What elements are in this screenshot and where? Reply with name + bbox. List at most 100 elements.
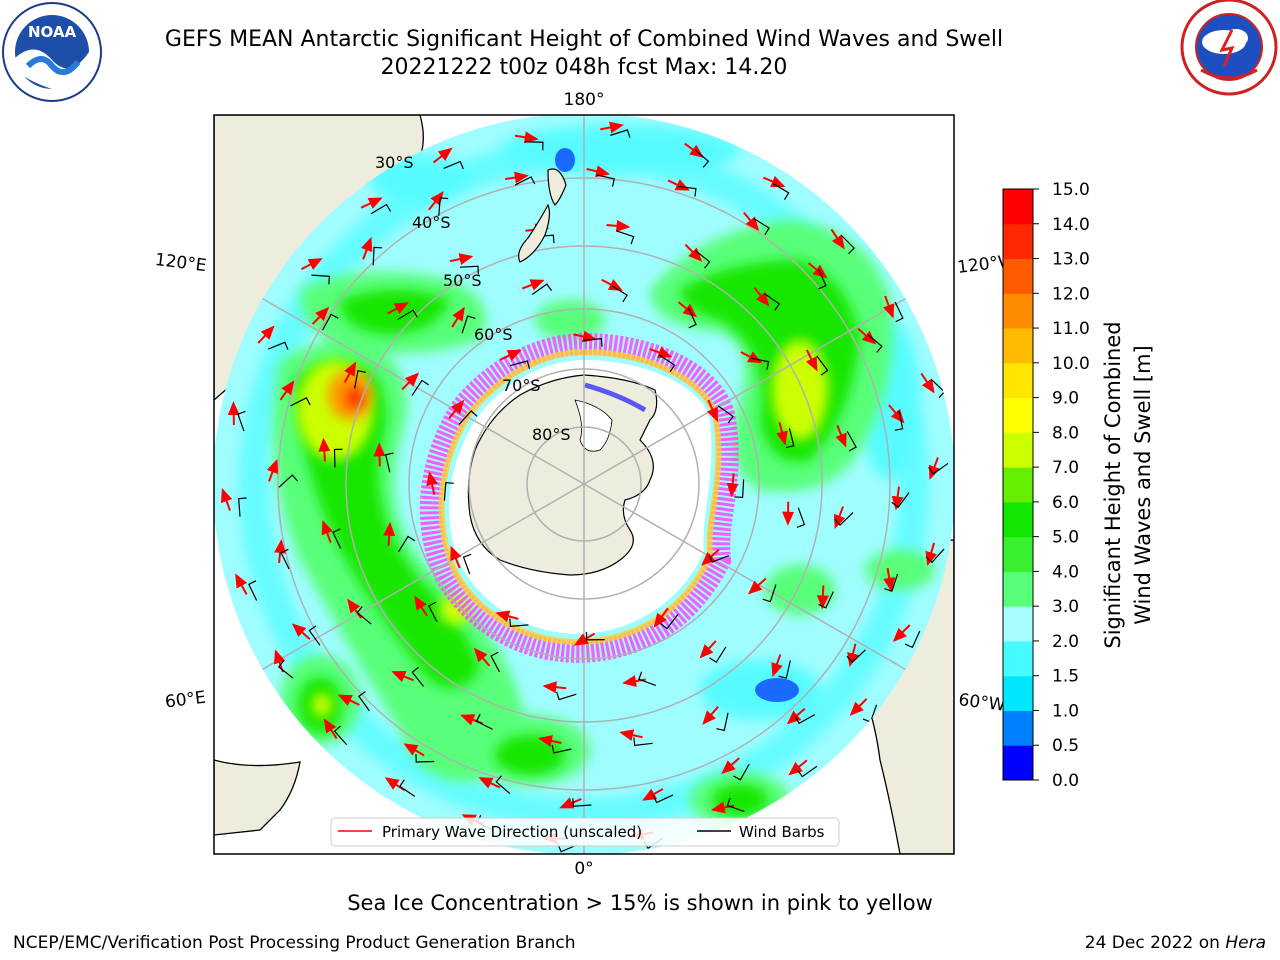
wind-barb: [816, 355, 829, 376]
wind-barb: [332, 528, 342, 549]
wind-barb: [796, 507, 806, 528]
wave-direction-arrow: [925, 542, 938, 566]
wave-direction-arrow: [920, 372, 935, 394]
wave-direction-arrow: [291, 623, 311, 640]
wind-barbs: [237, 129, 949, 853]
wind-barb: [397, 309, 418, 321]
wind-barb: [709, 646, 727, 663]
lon-label-120e: 120°E: [154, 250, 208, 276]
lat-label-70s: 70°S: [502, 376, 541, 395]
wave-direction-arrow: [833, 506, 846, 530]
wind-barb: [462, 553, 472, 575]
legend-label-wave: Primary Wave Direction (unscaled): [382, 823, 642, 841]
wave-direction-arrow: [702, 706, 719, 725]
wave-direction-arrow: [499, 349, 522, 362]
wind-barb: [509, 360, 531, 369]
wave-direction-arrow: [857, 328, 877, 345]
wave-direction-arrow: [521, 279, 545, 291]
colorbar-tick-label: 2.0: [1052, 632, 1079, 652]
colorbar-tick-label: 5.0: [1052, 528, 1079, 548]
wind-barb: [884, 573, 899, 592]
wave-direction-arrow: [740, 351, 763, 364]
wind-barb: [333, 448, 343, 468]
wave-direction-arrow: [653, 607, 669, 628]
graticule: [214, 115, 954, 854]
colorbar-tick-label: 12.0: [1052, 284, 1090, 304]
wind-barb: [678, 185, 697, 197]
wave-direction-arrow: [383, 521, 396, 546]
footer-date: 24 Dec 2022 on Hera: [1085, 933, 1266, 953]
lat-label-80s: 80°S: [532, 425, 571, 444]
wind-barb: [372, 246, 383, 266]
colorbar-segment: [1003, 640, 1033, 677]
wave-direction-arrow: [387, 302, 409, 315]
wave-direction-arrow: [235, 573, 248, 595]
wind-barb: [726, 797, 745, 813]
colorbar-segment: [1003, 397, 1033, 433]
wind-barb: [490, 651, 501, 673]
colorbar-tick-label: 1.5: [1052, 667, 1079, 687]
wave-direction-arrow: [266, 458, 279, 482]
lon-label-0: 0°: [574, 859, 593, 879]
wind-barb: [290, 397, 311, 407]
colorbar-tick-label: 7.0: [1052, 458, 1079, 478]
wave-direction-arrow: [699, 640, 717, 659]
colorbar-segment: [1003, 258, 1033, 294]
wind-barb: [370, 203, 392, 215]
wave-direction-arrow: [586, 165, 611, 178]
colorbar-segment: [1003, 501, 1033, 538]
wind-barb: [280, 548, 290, 570]
wind-barb: [785, 428, 795, 449]
wind-barb: [278, 474, 299, 488]
colorbar-segment: [1003, 362, 1033, 399]
wave-direction-arrow: [323, 718, 338, 740]
wave-direction-arrow: [300, 258, 323, 271]
title-line-2: 20221222 t00z 048h fcst Max: 14.20: [380, 55, 788, 80]
wave-direction-arrow: [849, 698, 868, 716]
wind-barb: [867, 334, 883, 353]
wave-direction-arrow: [721, 757, 740, 775]
footer-host: Hera: [1225, 933, 1266, 953]
lon-label-60e: 60°E: [164, 688, 207, 713]
colorbar-tick-label: 8.0: [1052, 423, 1079, 443]
wind-barb: [772, 183, 790, 201]
wave-direction-arrow: [473, 647, 491, 667]
colorbar: 0.0 0.5 1.0 1.5 2.0 3.0 4.0 5.0 6.0 7.0 8.0 9.0 10.0…: [1002, 180, 1090, 791]
colorbar-tick-label: 11.0: [1052, 319, 1090, 339]
wave-direction-arrow: [706, 399, 719, 422]
wave-direction-arrow: [743, 211, 760, 231]
wind-barb: [458, 410, 478, 425]
wave-direction-arrow: [279, 380, 295, 401]
wind-barb: [556, 691, 577, 701]
wave-direction-arrow: [337, 694, 360, 706]
wave-direction-arrow: [403, 743, 425, 757]
wind-barb: [797, 765, 818, 778]
wave-direction-arrow: [771, 654, 783, 678]
wind-barb: [708, 554, 730, 563]
wave-direction-arrow: [847, 643, 859, 668]
wave-direction-arrow: [504, 171, 529, 184]
wave-direction-arrow: [816, 585, 829, 610]
wind-barb: [818, 268, 827, 290]
wind-barb: [237, 410, 246, 432]
wave-direction-arrow: [807, 262, 828, 279]
wind-barb: [928, 462, 949, 475]
wind-barb: [443, 160, 464, 170]
wave-direction-arrow: [450, 545, 462, 569]
wave-direction-arrow: [433, 147, 453, 164]
wave-direction-arrow: [347, 598, 363, 619]
wave-direction-arrow: [449, 253, 474, 265]
wind-barb: [524, 141, 544, 151]
wave-direction-arrow: [573, 632, 596, 646]
wave-direction-arrow: [384, 777, 406, 792]
wind-barb: [572, 798, 592, 807]
colorbar-segment: [1003, 675, 1033, 711]
wind-barb: [438, 197, 449, 216]
wave-direction-arrow: [619, 729, 643, 741]
wave-direction-arrow: [573, 330, 597, 343]
wave-direction-arrow: [601, 278, 623, 291]
lon-label-60w: 60°W: [957, 690, 1006, 716]
wind-barb: [411, 379, 429, 396]
colorbar-segment: [1003, 467, 1033, 503]
map-frame: [213, 114, 955, 855]
